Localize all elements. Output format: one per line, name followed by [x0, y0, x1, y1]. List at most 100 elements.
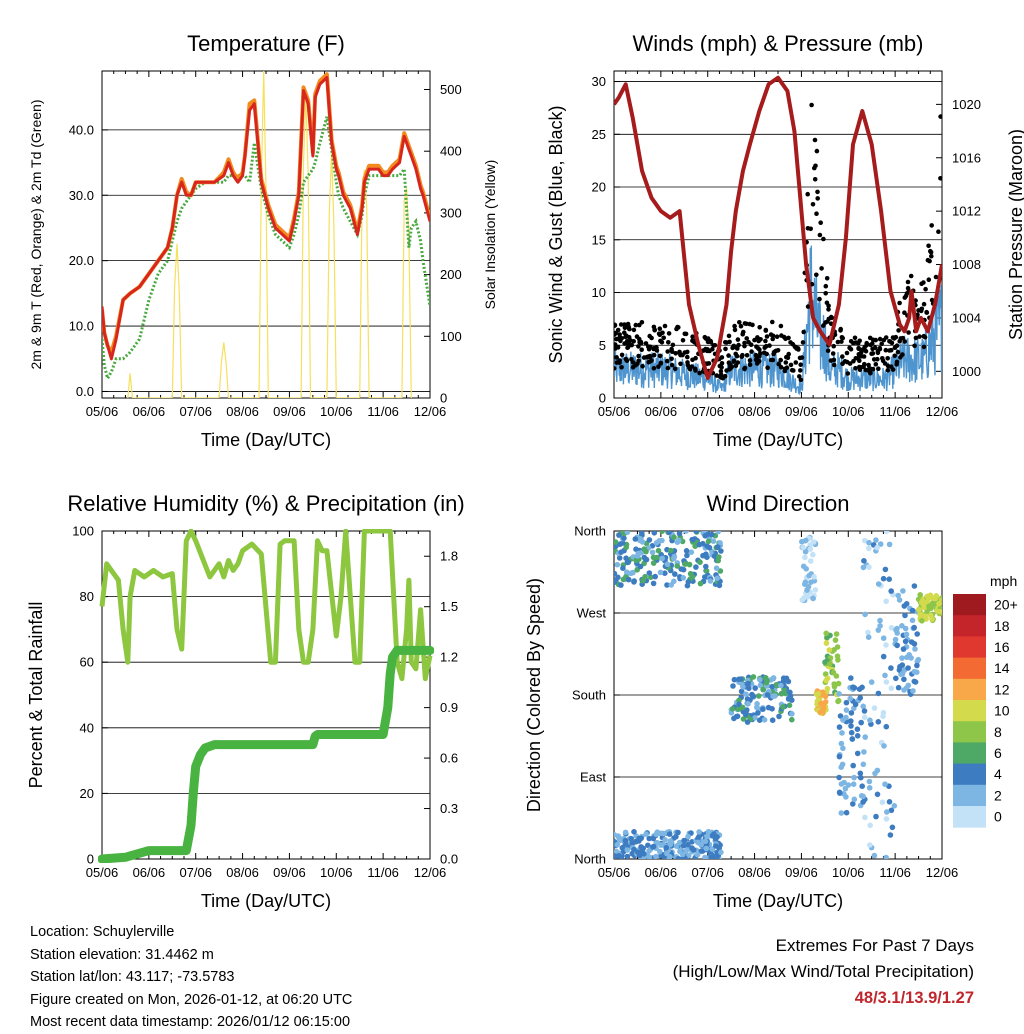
- direction-point: [740, 684, 746, 690]
- direction-point: [823, 630, 829, 637]
- gust-point: [747, 321, 753, 327]
- direction-point: [822, 699, 829, 705]
- gust-point: [798, 377, 804, 383]
- direction-point: [646, 848, 652, 854]
- gust-point: [851, 340, 856, 346]
- y-tick-label: North: [574, 852, 606, 867]
- direction-point: [871, 852, 878, 859]
- x-tick-label: 08/06: [226, 865, 259, 880]
- x-tick-label: 12/06: [926, 865, 959, 880]
- direction-point: [675, 855, 681, 859]
- direction-point: [703, 568, 710, 574]
- direction-point: [651, 531, 658, 536]
- direction-point: [865, 629, 871, 636]
- direction-point: [835, 680, 842, 687]
- plot-area: [614, 75, 942, 396]
- direction-point: [839, 761, 846, 768]
- gust-point: [685, 354, 690, 360]
- gust-point: [896, 328, 901, 333]
- direction-point: [616, 555, 623, 561]
- colorbar-label: 2: [994, 787, 1002, 803]
- gust-point: [722, 373, 728, 379]
- direction-point: [698, 848, 705, 854]
- direction-point: [803, 566, 809, 572]
- gust-point: [858, 365, 864, 370]
- x-tick-label: 06/06: [645, 404, 678, 419]
- direction-point: [633, 546, 639, 552]
- gust-point: [890, 367, 896, 372]
- gust-point: [631, 327, 637, 333]
- gust-point: [657, 332, 663, 338]
- direction-point: [886, 799, 893, 805]
- direction-point: [685, 833, 691, 840]
- y-tick-label: 80: [80, 589, 94, 604]
- y2-tick-label: 1012: [952, 204, 981, 219]
- gust-point: [662, 323, 668, 329]
- direction-point: [877, 541, 884, 547]
- direction-point: [614, 579, 618, 586]
- gust-point: [624, 339, 630, 344]
- direction-point: [776, 713, 782, 720]
- direction-point: [888, 665, 894, 671]
- direction-point: [873, 813, 879, 820]
- gust-point: [866, 362, 871, 368]
- direction-point: [738, 688, 745, 695]
- direction-point: [693, 531, 699, 535]
- direction-point: [642, 573, 648, 580]
- gust-point: [784, 365, 790, 371]
- direction-point: [838, 781, 845, 787]
- direction-point: [866, 539, 872, 546]
- direction-point: [635, 849, 641, 855]
- y-tick-label: 30: [592, 74, 606, 89]
- x-axis-label: Time (Day/UTC): [201, 430, 331, 450]
- direction-point: [912, 646, 918, 652]
- direction-point: [755, 710, 761, 716]
- direction-point: [889, 824, 896, 831]
- direction-point: [664, 561, 671, 568]
- gust-point: [873, 362, 879, 367]
- direction-point: [734, 713, 741, 720]
- gust-point: [905, 279, 911, 285]
- gust-point: [898, 336, 904, 341]
- colorbar-swatch: [953, 742, 986, 765]
- direction-point: [704, 554, 710, 560]
- direction-point: [736, 697, 742, 704]
- gust-point: [658, 361, 664, 366]
- gust-point: [755, 346, 761, 351]
- gust-point: [630, 360, 636, 365]
- y-axis-label: Direction (Colored By Speed): [524, 578, 544, 812]
- direction-point: [674, 563, 680, 569]
- direction-point: [843, 809, 850, 816]
- gust-point: [817, 232, 823, 238]
- gust-point: [772, 349, 777, 355]
- x-tick-label: 08/06: [738, 865, 771, 880]
- direction-point: [624, 847, 631, 853]
- direction-point: [664, 582, 670, 588]
- chart-title: Temperature (F): [187, 31, 345, 56]
- gust-point: [812, 177, 818, 182]
- gust-point: [922, 334, 928, 340]
- direction-point: [914, 662, 920, 669]
- direction-point: [667, 841, 674, 848]
- gust-point: [906, 330, 911, 335]
- direction-point: [641, 851, 647, 857]
- direction-point: [689, 574, 696, 580]
- gust-point: [680, 338, 686, 343]
- direction-point: [887, 832, 894, 838]
- x-tick-label: 07/06: [179, 865, 212, 880]
- direction-point: [843, 707, 850, 713]
- gust-point: [826, 307, 831, 312]
- gust-point: [749, 349, 754, 354]
- gust-point: [929, 297, 935, 303]
- direction-point: [646, 537, 653, 543]
- y2-tick-label: 0: [440, 391, 447, 406]
- gust-point: [758, 337, 763, 342]
- direction-point: [836, 774, 842, 781]
- y-tick-label: 0: [599, 391, 606, 406]
- direction-point: [628, 570, 634, 577]
- gust-point: [742, 366, 747, 372]
- colorbar-swatch: [953, 700, 986, 722]
- direction-point: [631, 579, 637, 585]
- gust-point: [794, 345, 800, 351]
- direction-point: [839, 730, 845, 736]
